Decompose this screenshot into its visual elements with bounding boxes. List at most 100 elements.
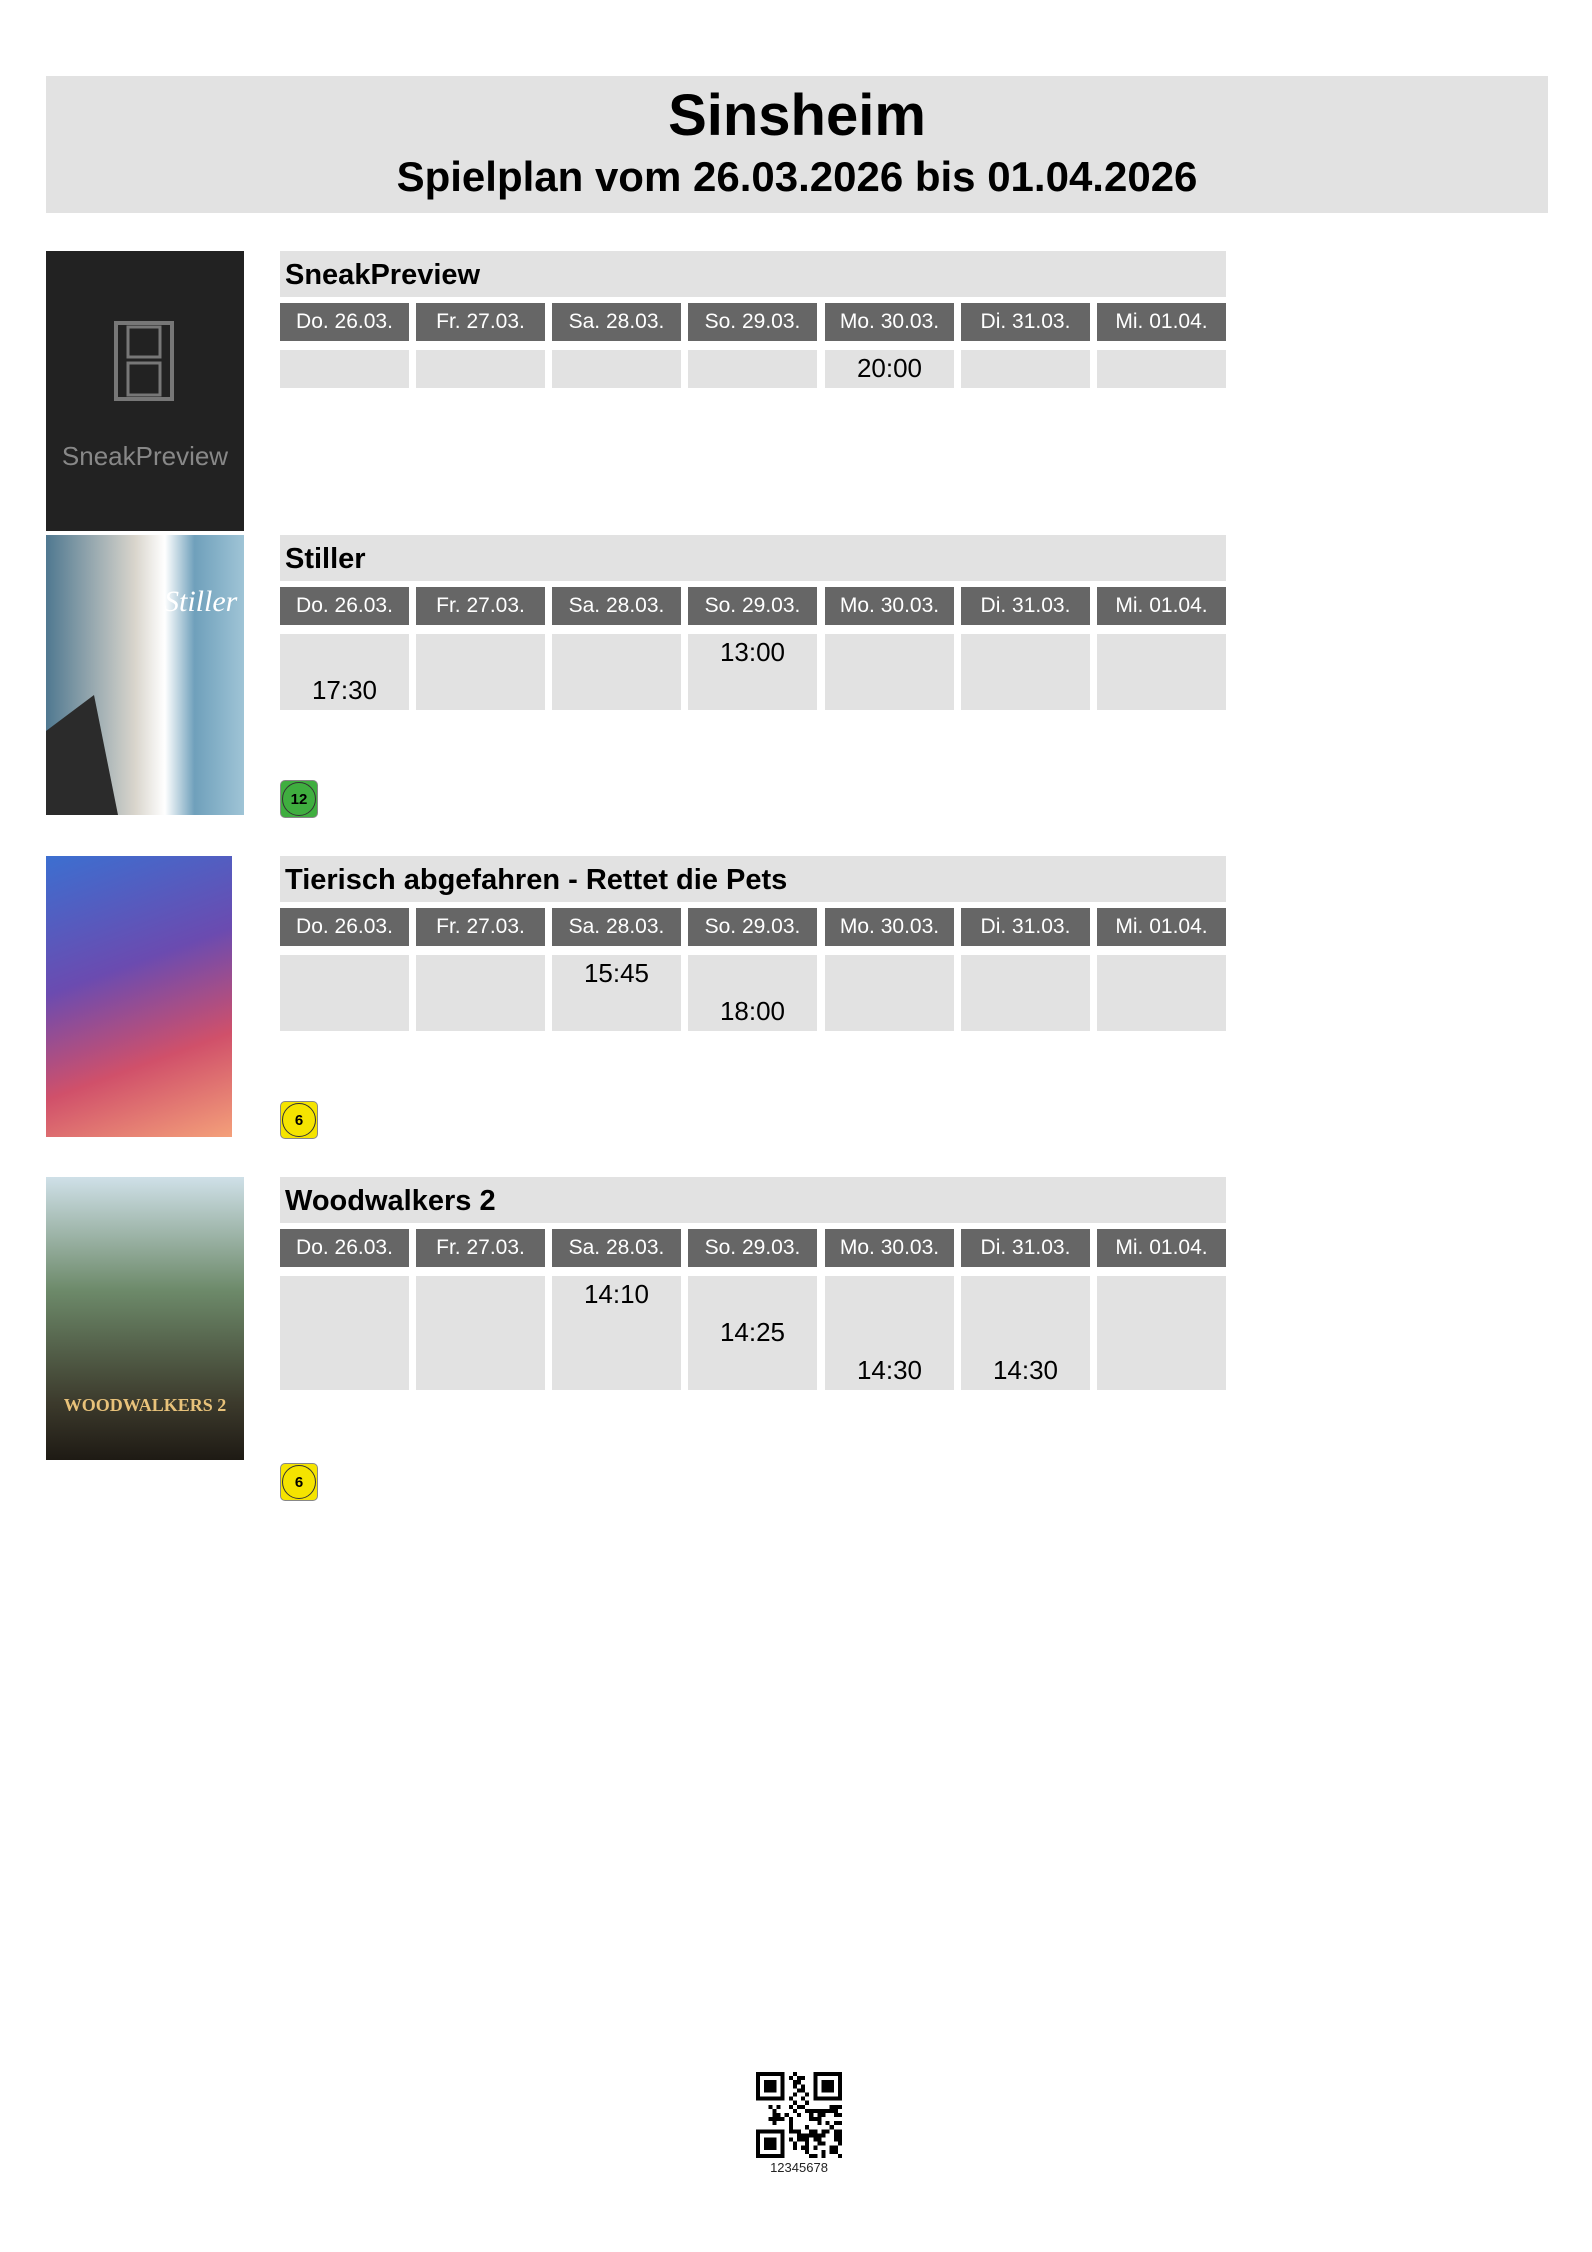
showtime-cell (280, 955, 409, 1031)
day-header-row: Do. 26.03. Fr. 27.03. Sa. 28.03. So. 29.03.… (280, 1229, 1226, 1267)
schedule-period: Spielplan vom 26.03.2026 bis 01.04.2026 (396, 153, 1198, 200)
showtimes-row: 15:45 18:00 (280, 955, 1226, 1031)
qr-code (756, 2072, 842, 2158)
showtime-cell: 20:00 (825, 350, 954, 388)
showtime[interactable]: 14:10 (583, 1279, 650, 1309)
showtime-cell (280, 1276, 409, 1390)
showtime-cell (416, 350, 545, 388)
day-header: Mo. 30.03. (825, 1229, 954, 1267)
film-block: Tierisch abgefahren - Rettet die Pets Do.… (280, 856, 1226, 1031)
showtime-cell (280, 350, 409, 388)
showtime-cell (416, 955, 545, 1031)
showtimes-row: 20:00 (280, 350, 1226, 388)
fsk-rating: 6 (282, 1465, 316, 1499)
poster-label: SneakPreview (61, 441, 229, 471)
day-header: Mi. 01.04. (1097, 587, 1226, 625)
day-header: Sa. 28.03. (552, 303, 681, 341)
day-header: Mi. 01.04. (1097, 908, 1226, 946)
showtime-cell (1097, 955, 1226, 1031)
day-header: Di. 31.03. (961, 587, 1090, 625)
showtime[interactable]: 20:00 (856, 353, 923, 383)
day-header-row: Do. 26.03. Fr. 27.03. Sa. 28.03. So. 29.03.… (280, 303, 1226, 341)
day-header: Di. 31.03. (961, 303, 1090, 341)
showtime-cell: 14:30 (825, 1276, 954, 1390)
showtime-cell: 15:45 (552, 955, 681, 1031)
poster-title: WOODWALKERS 2 (63, 1395, 227, 1415)
showtime-cell (825, 955, 954, 1031)
film-title: SneakPreview (280, 251, 1226, 297)
showtime-cell (961, 955, 1090, 1031)
showtime-cell (1097, 350, 1226, 388)
showtime-cell: 17:30 (280, 634, 409, 710)
showtime-cell (825, 634, 954, 710)
film-title: Tierisch abgefahren - Rettet die Pets (280, 856, 1226, 902)
day-header: So. 29.03. (688, 587, 817, 625)
showtime[interactable]: 15:45 (583, 958, 650, 988)
day-header: So. 29.03. (688, 1229, 817, 1267)
day-header: Mo. 30.03. (825, 303, 954, 341)
showtime-cell (416, 634, 545, 710)
day-header: Mi. 01.04. (1097, 303, 1226, 341)
film-block: SneakPreview Do. 26.03. Fr. 27.03. Sa. 28.0… (280, 251, 1226, 388)
day-header: Mo. 30.03. (825, 908, 954, 946)
film-block: Woodwalkers 2 Do. 26.03. Fr. 27.03. Sa. 28.… (280, 1177, 1226, 1390)
day-header: Di. 31.03. (961, 908, 1090, 946)
film-title: Woodwalkers 2 (280, 1177, 1226, 1223)
qr-code-number: 12345678 (770, 2160, 828, 2175)
showtime-cell: 18:00 (688, 955, 817, 1031)
showtime[interactable]: 17:30 (311, 675, 378, 705)
showtime-cell (961, 350, 1090, 388)
day-header: Fr. 27.03. (416, 303, 545, 341)
cinema-name: Sinsheim (668, 83, 926, 148)
day-header: Do. 26.03. (280, 587, 409, 625)
showtime-cell: 14:25 (688, 1276, 817, 1390)
day-header: Do. 26.03. (280, 908, 409, 946)
showtime-cell (552, 634, 681, 710)
poster-stiller: Stiller (46, 535, 244, 815)
day-header: Fr. 27.03. (416, 1229, 545, 1267)
showtime-cell (688, 350, 817, 388)
fsk-rating-badge: 12 (280, 780, 318, 818)
day-header: Do. 26.03. (280, 303, 409, 341)
day-header: Fr. 27.03. (416, 908, 545, 946)
showtime-cell (416, 1276, 545, 1390)
showtimes-row: 17:30 13:00 (280, 634, 1226, 710)
showtime[interactable]: 13:00 (719, 637, 786, 667)
poster-woodwalkers-2: WOODWALKERS 2 (46, 1177, 244, 1460)
showtimes-row: 14:10 14:25 14:30 14:30 (280, 1276, 1226, 1390)
showtime-cell (1097, 634, 1226, 710)
poster-tierisch-abgefahren (46, 856, 232, 1137)
day-header: Sa. 28.03. (552, 587, 681, 625)
showtime-cell: 13:00 (688, 634, 817, 710)
film-title: Stiller (280, 535, 1226, 581)
day-header: Sa. 28.03. (552, 1229, 681, 1267)
fsk-rating-badge: 6 (280, 1463, 318, 1501)
fsk-rating-badge: 6 (280, 1101, 318, 1139)
fsk-rating: 12 (282, 782, 316, 816)
day-header: Fr. 27.03. (416, 587, 545, 625)
film-strip-icon (114, 321, 174, 401)
day-header: Mi. 01.04. (1097, 1229, 1226, 1267)
poster-title: Stiller (164, 585, 238, 618)
day-header: Di. 31.03. (961, 1229, 1090, 1267)
showtime-cell (961, 634, 1090, 710)
film-block: Stiller Do. 26.03. Fr. 27.03. Sa. 28.03. So.… (280, 535, 1226, 710)
showtime-cell (1097, 1276, 1226, 1390)
fsk-rating: 6 (282, 1103, 316, 1137)
poster-sneakpreview: SneakPreview (46, 251, 244, 531)
showtime[interactable]: 14:30 (992, 1355, 1059, 1385)
showtime[interactable]: 14:25 (719, 1317, 786, 1347)
day-header-row: Do. 26.03. Fr. 27.03. Sa. 28.03. So. 29.03.… (280, 908, 1226, 946)
page-header: Sinsheim Spielplan vom 26.03.2026 bis 01… (46, 76, 1548, 213)
showtime-cell: 14:10 (552, 1276, 681, 1390)
showtime-cell (552, 350, 681, 388)
day-header: So. 29.03. (688, 303, 817, 341)
showtime[interactable]: 18:00 (719, 996, 786, 1026)
day-header: So. 29.03. (688, 908, 817, 946)
showtime[interactable]: 14:30 (856, 1355, 923, 1385)
day-header: Do. 26.03. (280, 1229, 409, 1267)
showtime-cell: 14:30 (961, 1276, 1090, 1390)
day-header: Sa. 28.03. (552, 908, 681, 946)
day-header: Mo. 30.03. (825, 587, 954, 625)
day-header-row: Do. 26.03. Fr. 27.03. Sa. 28.03. So. 29.03.… (280, 587, 1226, 625)
